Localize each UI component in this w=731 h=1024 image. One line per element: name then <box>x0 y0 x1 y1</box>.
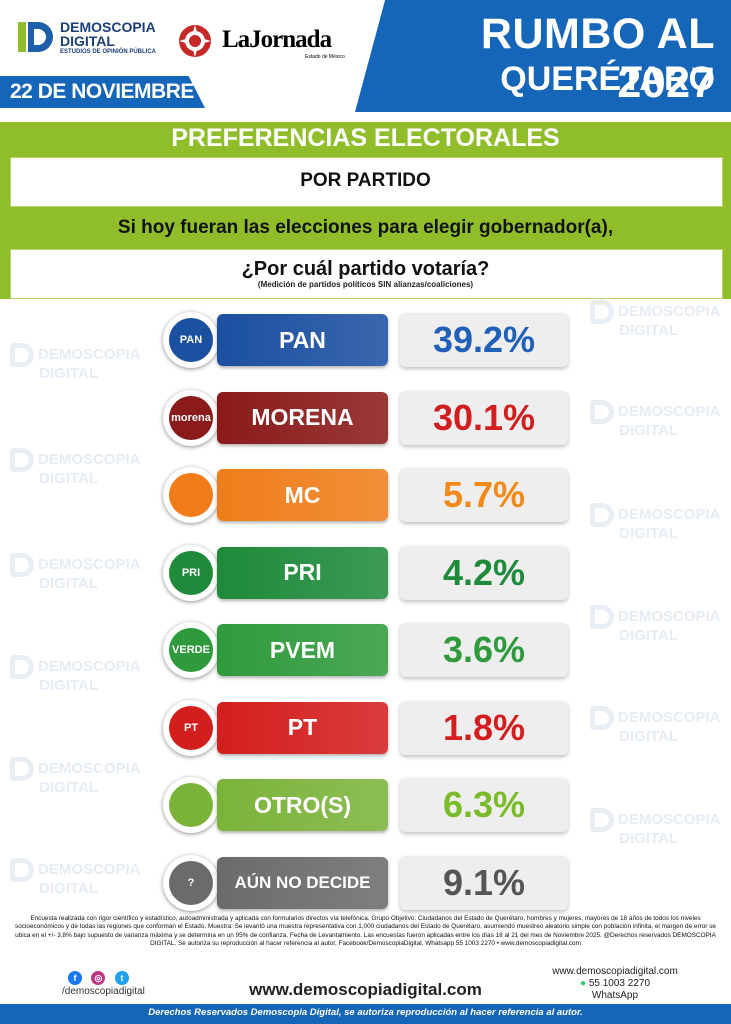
la-jornada-logo-icon <box>179 25 211 57</box>
party-value: 9.1% <box>400 855 568 910</box>
section-title: PREFERENCIAS ELECTORALES <box>171 124 560 152</box>
party-logo-icon <box>163 467 219 523</box>
party-logo-icon: PRI <box>163 544 219 601</box>
party-value: 5.7% <box>400 468 568 522</box>
watermark: DEMOSCOPIA DIGITAL <box>10 343 141 381</box>
party-value: 39.2% <box>400 313 568 367</box>
party-logo-text: PRI <box>169 550 213 595</box>
contact-phone: 55 1003 2270 <box>588 978 650 989</box>
party-logo-text <box>169 783 213 827</box>
bar-row: PAN PAN 39.2% <box>163 310 571 372</box>
watermark: DEMOSCOPIA DIGITAL <box>10 553 141 591</box>
question-note: (Medición de partidos políticos SIN alia… <box>257 280 474 289</box>
question-line2: ¿Por cuál partido votaría? <box>241 258 490 280</box>
question-box <box>10 249 723 299</box>
party-label: OTRO(S) <box>217 779 388 831</box>
social-handle: /demoscopiadigital <box>62 986 145 997</box>
party-logo-text: PT <box>169 705 213 750</box>
date-banner <box>0 76 205 108</box>
watermark: DEMOSCOPIA DIGITAL <box>10 858 141 896</box>
main-title: RUMBO AL 2027 <box>480 10 715 107</box>
watermark: DEMOSCOPIA DIGITAL <box>590 808 721 846</box>
main-subtitle: QUERÉTARO <box>500 60 715 98</box>
party-label: MC <box>217 469 388 521</box>
header-right-panel <box>355 0 731 112</box>
whatsapp-icon: ● <box>580 978 587 989</box>
party-logo-text: VERDE <box>169 628 213 672</box>
bottom-bar <box>0 1004 731 1024</box>
party-logo-icon: PT <box>163 699 219 756</box>
contact-web[interactable]: www.demoscopiadigital.com <box>552 966 678 977</box>
watermark: DEMOSCOPIA DIGITAL <box>590 400 721 438</box>
bar-row: OTRO(S) 6.3% <box>163 775 571 837</box>
party-logo-icon: PAN <box>163 312 219 368</box>
party-label: PAN <box>217 314 388 366</box>
bar-row: PRI PRI 4.2% <box>163 543 571 605</box>
question-line1: Si hoy fueran las elecciones para elegir… <box>117 217 614 238</box>
brand-tagline: ESTUDIOS DE OPINIÓN PÚBLICA <box>60 49 157 55</box>
party-logo-text <box>169 473 213 517</box>
party-logo-text: morena <box>169 395 213 440</box>
methodology-note: Encuesta realizada con rigor científico … <box>15 915 716 948</box>
section-subtitle: POR PARTIDO <box>300 170 431 191</box>
watermark: DEMOSCOPIA DIGITAL <box>10 448 141 486</box>
party-label: PVEM <box>217 624 388 676</box>
partner-sub: Estado de México <box>305 54 345 60</box>
party-label: PRI <box>217 546 388 599</box>
party-label: PT <box>217 701 388 754</box>
bar-row: morena MORENA 30.1% <box>163 388 571 450</box>
subtitle-box <box>10 157 723 207</box>
party-value: 6.3% <box>400 778 568 832</box>
watermark: DEMOSCOPIA DIGITAL <box>590 503 721 541</box>
party-label: AÚN NO DECIDE <box>217 856 388 909</box>
contact-label: WhatsApp <box>591 990 639 1001</box>
bar-row: ? AÚN NO DECIDE 9.1% <box>163 853 571 915</box>
watermark: DEMOSCOPIA DIGITAL <box>590 605 721 643</box>
brand-name: DEMOSCOPIA DIGITAL <box>60 19 156 49</box>
party-value: 3.6% <box>400 623 568 677</box>
party-label: MORENA <box>217 391 388 444</box>
facebook-icon[interactable]: f <box>68 971 82 985</box>
party-value: 4.2% <box>400 545 568 600</box>
bar-row: PT PT 1.8% <box>163 698 571 760</box>
twitter-icon[interactable]: t <box>114 971 129 985</box>
bar-row: VERDE PVEM 3.6% <box>163 620 571 682</box>
party-logo-text: PAN <box>169 318 213 362</box>
watermark: DEMOSCOPIA DIGITAL <box>590 706 721 744</box>
bar-row: MC 5.7% <box>163 465 571 527</box>
watermark: DEMOSCOPIA DIGITAL <box>10 655 141 693</box>
party-logo-icon: morena <box>163 389 219 446</box>
instagram-icon[interactable]: ◎ <box>91 971 106 985</box>
contact-phone-row: ● 55 1003 2270 <box>540 978 690 990</box>
party-logo-icon: VERDE <box>163 622 219 678</box>
party-logo-icon: ? <box>163 854 219 911</box>
party-value: 30.1% <box>400 390 568 445</box>
party-logo-icon <box>163 777 219 833</box>
party-logo-text: ? <box>169 860 213 905</box>
date-label: 22 DE NOVIEMBRE <box>10 80 194 103</box>
partner-name: LaJornada <box>222 26 332 53</box>
website-link[interactable]: www.demoscopiadigital.com <box>249 980 482 999</box>
watermark: DEMOSCOPIA DIGITAL <box>590 300 721 338</box>
watermark: DEMOSCOPIA DIGITAL <box>10 757 141 795</box>
contact-block: www.demoscopiadigital.com ● 55 1003 2270… <box>540 966 690 1002</box>
rights-text: Derechos Reservados Demoscopia Digital, … <box>148 1007 583 1018</box>
demoscopia-logo-icon <box>18 22 53 52</box>
social-icons: f ◎ t <box>68 968 134 986</box>
party-value: 1.8% <box>400 700 568 755</box>
